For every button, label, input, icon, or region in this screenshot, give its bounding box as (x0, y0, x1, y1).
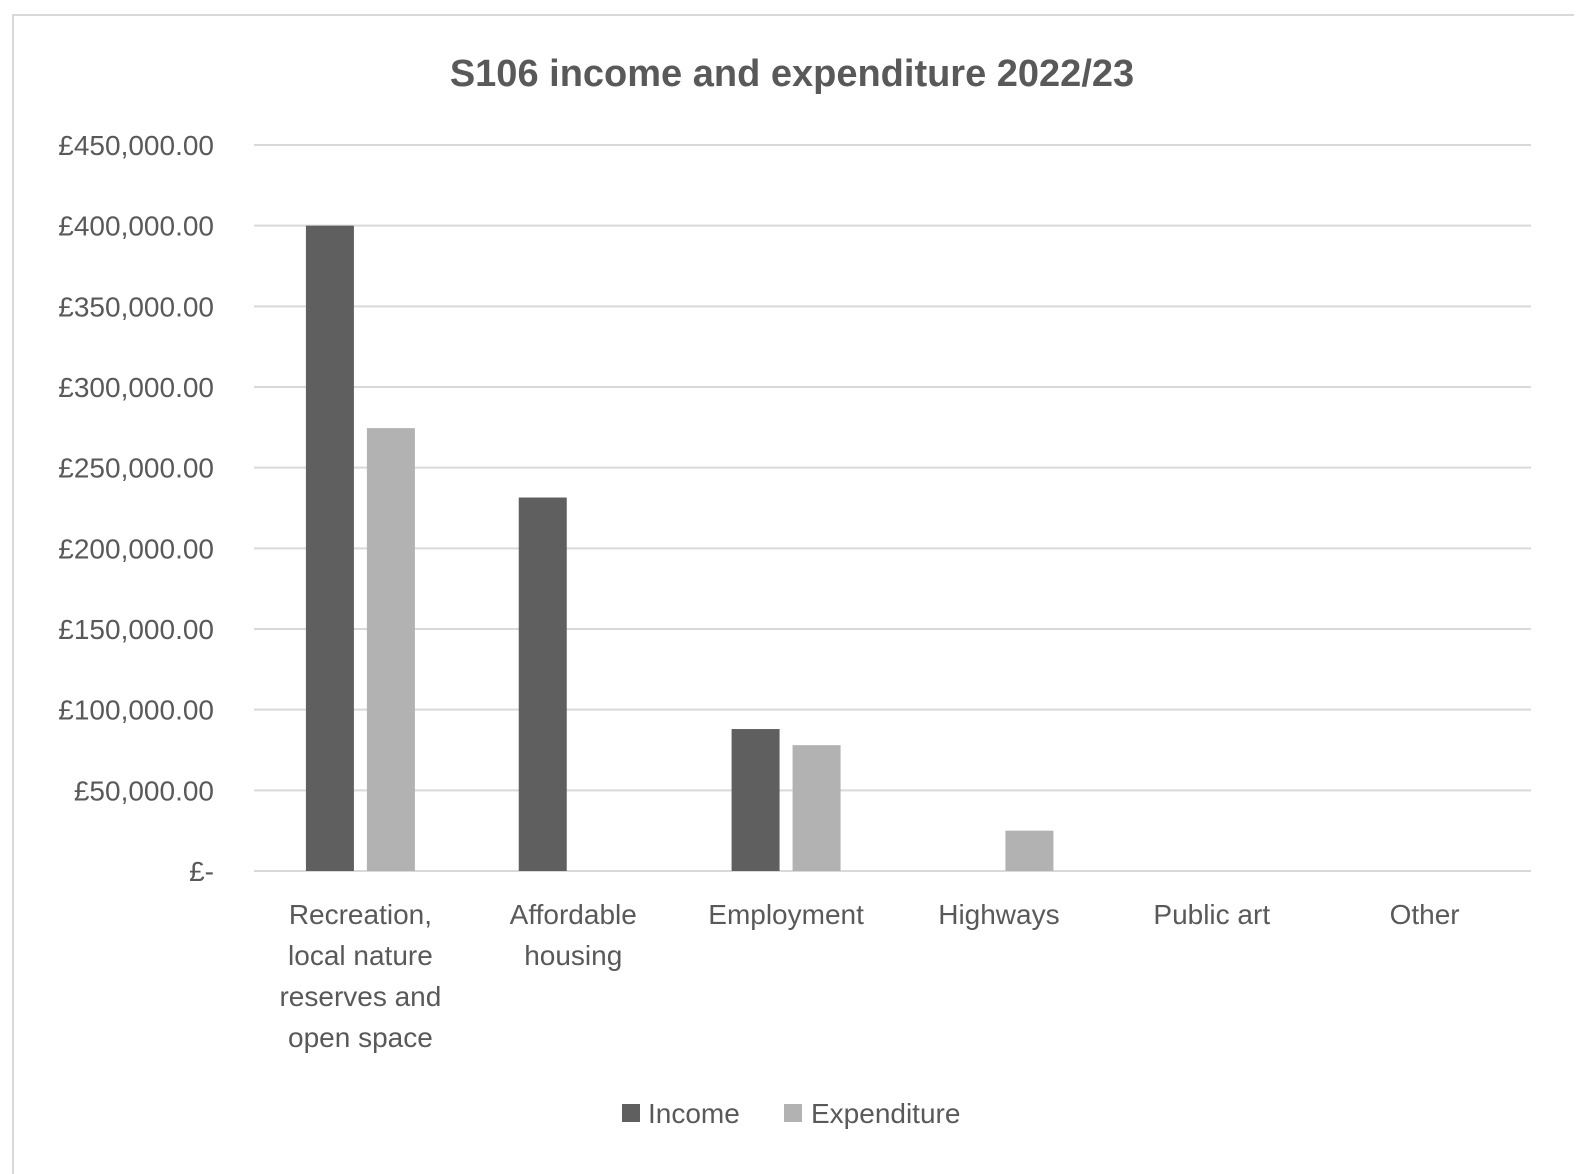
bar-income (518, 497, 567, 871)
bar-expenditure (1005, 830, 1054, 871)
bars (305, 225, 1054, 871)
x-category-label: Affordable housing (510, 899, 637, 971)
legend-swatch-expenditure (784, 1104, 802, 1122)
chart-title: S106 income and expenditure 2022/23 (450, 53, 1134, 95)
x-category-label: Other (1390, 899, 1460, 930)
x-category-label-line: Recreation, (289, 899, 432, 930)
legend: Income Expenditure (622, 1098, 960, 1129)
y-tick-label: £100,000.00 (58, 695, 214, 726)
y-tick-label: £350,000.00 (58, 291, 214, 322)
y-tick-label: £150,000.00 (58, 614, 214, 645)
x-category-label-line: Other (1390, 899, 1460, 930)
y-tick-label: £300,000.00 (58, 372, 214, 403)
y-tick-label: £450,000.00 (58, 130, 214, 161)
x-category-label-line: Affordable (510, 899, 637, 930)
bar-expenditure (366, 428, 415, 871)
y-tick-label: £200,000.00 (58, 533, 214, 564)
y-axis-tick-labels: £- £50,000.00 £100,000.00 £150,000.00 £200,0… (58, 130, 214, 887)
x-category-label: Public art (1153, 899, 1270, 930)
legend-label-expenditure: Expenditure (811, 1098, 960, 1129)
x-category-label-line: Employment (708, 899, 864, 930)
y-tick-label: £400,000.00 (58, 211, 214, 242)
y-tick-label: £50,000.00 (74, 775, 214, 806)
y-tick-label: £- (189, 856, 214, 887)
gridlines (254, 144, 1531, 872)
y-tick-label: £250,000.00 (58, 453, 214, 484)
x-category-label: Recreation, local nature reserves and open … (279, 899, 441, 1053)
chart-frame (12, 14, 1574, 1174)
x-category-label-line: reserves and (279, 981, 441, 1012)
x-category-label-line: open space (288, 1022, 433, 1053)
x-category-label: Employment (708, 899, 864, 930)
bar-income (305, 225, 354, 871)
x-category-label-line: Highways (938, 899, 1059, 930)
x-category-label-line: housing (524, 940, 622, 971)
x-category-label: Highways (938, 899, 1059, 930)
bar-expenditure (792, 745, 841, 871)
x-axis-category-labels: Recreation, local nature reserves and open … (279, 899, 1459, 1053)
legend-label-income: Income (648, 1098, 740, 1129)
legend-swatch-income (622, 1104, 640, 1122)
x-category-label-line: local nature (288, 940, 433, 971)
bar-income (731, 729, 780, 871)
x-category-label-line: Public art (1153, 899, 1270, 930)
